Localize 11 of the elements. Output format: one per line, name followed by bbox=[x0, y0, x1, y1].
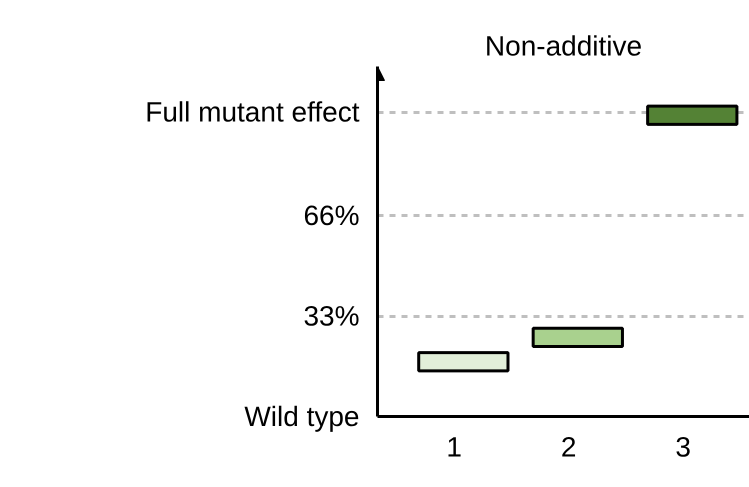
y-tick-label: 66% bbox=[303, 200, 360, 232]
x-tick-label: 2 bbox=[560, 432, 576, 462]
bar bbox=[532, 326, 624, 348]
chart-title: Non-additive bbox=[484, 30, 642, 62]
bar bbox=[417, 351, 510, 372]
y-tick-label: Wild type bbox=[244, 401, 360, 432]
y-tick-label: 33% bbox=[303, 300, 360, 332]
y-tick-label: Full mutant effect bbox=[145, 96, 360, 128]
bar bbox=[646, 104, 738, 126]
x-tick-label: 1 bbox=[446, 432, 462, 462]
x-tick-label: 3 bbox=[675, 432, 691, 462]
